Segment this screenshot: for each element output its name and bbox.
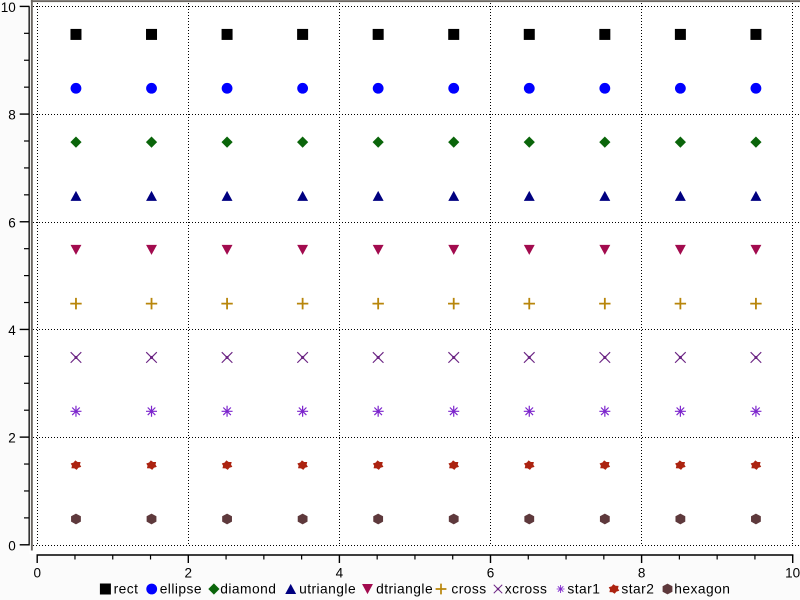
svg-text:8: 8 [8, 108, 16, 123]
svg-text:2: 2 [185, 565, 193, 580]
svg-text:ellipse: ellipse [160, 582, 202, 597]
svg-text:8: 8 [638, 565, 646, 580]
svg-text:hexagon: hexagon [674, 582, 730, 597]
svg-text:star1: star1 [567, 582, 600, 597]
svg-text:rect: rect [114, 582, 139, 597]
svg-text:0: 0 [8, 538, 16, 553]
svg-text:utriangle: utriangle [299, 582, 356, 597]
svg-text:6: 6 [487, 565, 495, 580]
svg-text:10: 10 [785, 565, 800, 580]
svg-text:0: 0 [33, 565, 41, 580]
svg-text:4: 4 [336, 565, 344, 580]
svg-text:diamond: diamond [220, 582, 276, 597]
svg-text:6: 6 [8, 215, 16, 230]
svg-text:10: 10 [1, 0, 16, 15]
svg-text:dtriangle: dtriangle [376, 582, 433, 597]
svg-text:xcross: xcross [505, 582, 548, 597]
svg-text:star2: star2 [621, 582, 654, 597]
svg-text:cross: cross [451, 582, 486, 597]
svg-text:2: 2 [8, 431, 16, 446]
svg-text:4: 4 [8, 323, 16, 338]
